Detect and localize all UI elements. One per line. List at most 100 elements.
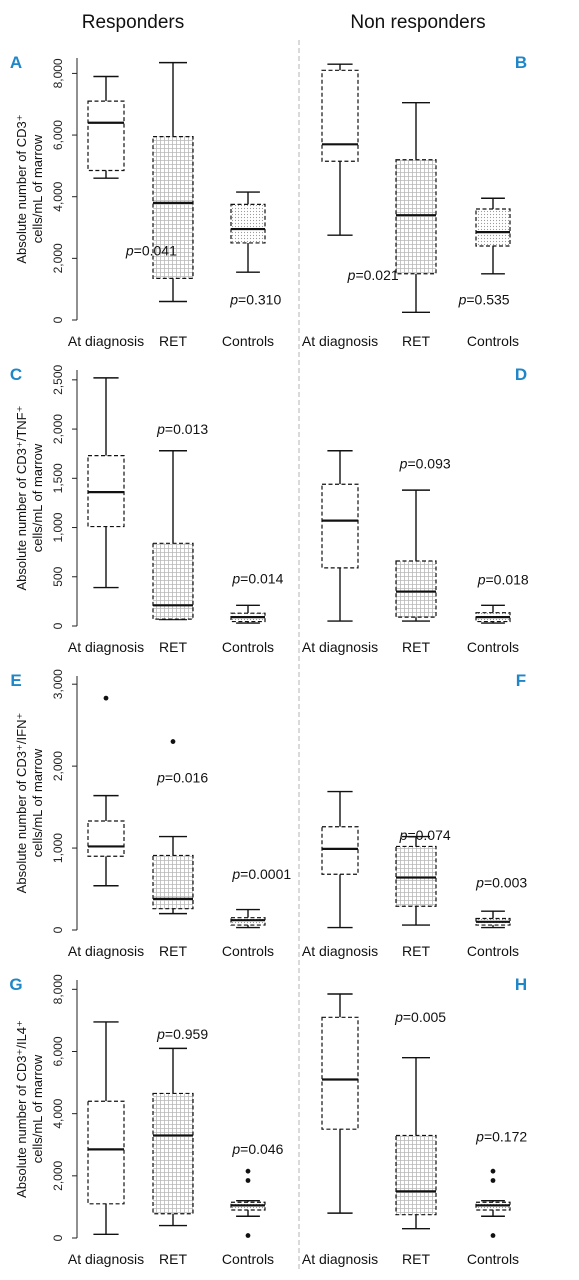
y-tick-label: 2,000	[51, 414, 65, 444]
p-value-label: p=0.172	[475, 1129, 527, 1145]
box-controls	[230, 908, 266, 929]
panel-e: E 0 1,000 2,000 3,000 Absolute number of CD3⁺…	[10, 669, 291, 959]
p-value-label: p=0.0001	[231, 866, 291, 882]
p-value-label: p=0.013	[156, 421, 208, 437]
category-label: RET	[402, 943, 430, 959]
outlier-point	[245, 1168, 251, 1174]
panel-c: C 0 500 1,000 1,500 2,000 2,500 Absolute number…	[10, 365, 284, 655]
y-tick-label: 6,000	[51, 120, 65, 150]
category-label: Controls	[467, 639, 519, 655]
y-tick-label: 0	[51, 926, 65, 933]
box-at-diagnosis	[87, 377, 125, 589]
iqr-box	[152, 136, 194, 279]
panel-a: A 0 2,000 4,000 6,000 8,000 Absolute number of…	[10, 53, 282, 349]
p-value-label: p=0.959	[156, 1026, 208, 1042]
panel-letter: D	[515, 365, 527, 384]
box-ret	[152, 450, 194, 621]
panel-letter: C	[10, 365, 22, 384]
box-ret	[395, 101, 437, 313]
box-at-diagnosis	[87, 1021, 125, 1235]
box-at-diagnosis	[321, 450, 359, 622]
box-controls	[230, 1168, 266, 1238]
y-tick-label: 500	[51, 566, 65, 586]
box-controls	[475, 1168, 511, 1238]
iqr-box	[475, 208, 511, 247]
box-at-diagnosis	[321, 63, 359, 236]
iqr-box	[395, 159, 437, 275]
panel-h: H At diagnosis RET Controls p=0.005 p=0.172	[302, 975, 528, 1267]
y-axis-label-units: cells/mL of marrow	[30, 748, 45, 857]
y-tick-label: 1,000	[51, 833, 65, 863]
box-ret	[395, 1057, 437, 1230]
p-value-label: p=0.021	[347, 267, 399, 283]
p-value-label: p=0.310	[229, 292, 281, 308]
p-value-label: p=0.074	[399, 827, 451, 843]
panel-f: F At diagnosis RET Controls p=0.074 p=0.003	[302, 671, 528, 959]
category-label: RET	[159, 943, 187, 959]
category-label: At diagnosis	[68, 639, 144, 655]
category-label: RET	[159, 333, 187, 349]
box-ret	[152, 1047, 194, 1227]
y-tick-label: 4,000	[51, 1098, 65, 1128]
p-value-label: p=0.041	[125, 242, 177, 258]
outlier-point	[490, 1178, 496, 1183]
iqr-box	[230, 203, 266, 244]
panel-letter: E	[10, 671, 21, 690]
iqr-box	[87, 1100, 125, 1205]
category-label: At diagnosis	[302, 943, 378, 959]
y-tick-label: 0	[51, 622, 65, 629]
category-label: At diagnosis	[302, 1251, 378, 1267]
p-value-label: p=0.014	[231, 571, 283, 587]
y-tick-label: 3,000	[51, 669, 65, 699]
y-axis-label-units: cells/mL of marrow	[30, 443, 45, 552]
category-label: At diagnosis	[68, 333, 144, 349]
p-value-label: p=0.046	[231, 1141, 283, 1157]
y-tick-label: 2,000	[51, 243, 65, 273]
category-label: RET	[159, 1251, 187, 1267]
category-label: Controls	[222, 1251, 274, 1267]
category-label: Controls	[467, 943, 519, 959]
iqr-box	[230, 917, 266, 926]
category-label: At diagnosis	[68, 1251, 144, 1267]
y-tick-label: 8,000	[51, 58, 65, 88]
column-title-responders: Responders	[82, 12, 184, 33]
p-value-label: p=0.018	[477, 572, 529, 588]
panel-d: D At diagnosis RET Controls p=0.093 p=0.018	[302, 365, 529, 655]
category-label: RET	[159, 639, 187, 655]
panel-letter: A	[10, 53, 22, 72]
category-label: RET	[402, 639, 430, 655]
iqr-box	[395, 845, 437, 907]
iqr-box	[395, 560, 437, 618]
y-axis-label: Absolute number of CD3⁺/TNF⁺	[14, 406, 29, 591]
iqr-box	[395, 1134, 437, 1216]
category-label: Controls	[467, 1251, 519, 1267]
y-tick-label: 1,500	[51, 463, 65, 493]
outlier-point	[490, 1168, 496, 1174]
category-label: RET	[402, 1251, 430, 1267]
outlier-point	[490, 1233, 496, 1238]
p-value-label: p=0.016	[156, 770, 208, 786]
y-tick-label: 0	[51, 316, 65, 323]
y-tick-label: 6,000	[51, 1036, 65, 1066]
y-tick-label: 1,000	[51, 512, 65, 542]
y-tick-label: 4,000	[51, 181, 65, 211]
y-axis-label-units: cells/mL of marrow	[30, 1054, 45, 1163]
iqr-box	[87, 100, 125, 172]
box-controls	[230, 191, 266, 273]
iqr-box	[152, 1092, 194, 1215]
iqr-box	[321, 826, 359, 875]
y-tick-label: 2,000	[51, 1160, 65, 1190]
box-at-diagnosis	[321, 790, 359, 929]
p-value-label: p=0.005	[394, 1009, 446, 1025]
outlier-point	[245, 1233, 251, 1238]
panel-g: G 0 2,000 4,000 6,000 8,000 Absolute number of…	[9, 974, 283, 1267]
category-label: Controls	[222, 943, 274, 959]
panel-letter: B	[515, 53, 527, 72]
y-tick-label: 2,500	[51, 365, 65, 395]
box-ret	[395, 489, 437, 622]
panel-letter: H	[515, 975, 527, 994]
category-label: At diagnosis	[302, 639, 378, 655]
y-axis-label: Absolute number of CD3⁺/IL4⁺	[14, 1020, 29, 1198]
iqr-box	[321, 69, 359, 162]
